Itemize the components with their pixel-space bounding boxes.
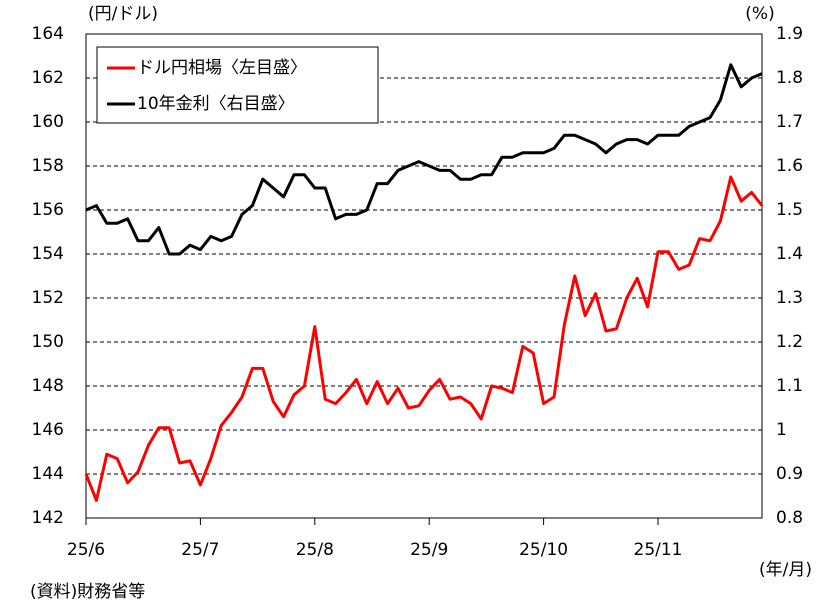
x-tick-label: 25/10 (519, 540, 568, 560)
y-tick-label: 162 (32, 68, 64, 88)
y-tick-label: 154 (32, 244, 64, 264)
y-tick-label: 150 (32, 332, 64, 352)
series-line (84, 175, 764, 502)
y-tick-label: 160 (32, 112, 64, 132)
y2-tick-label: 1 (776, 420, 787, 440)
legend-label: 10年金利〈右目盛〉 (137, 94, 295, 114)
x-tick-label: 25/6 (67, 540, 105, 560)
y-tick-label: 146 (32, 420, 64, 440)
x-tick-label: 25/9 (410, 540, 448, 560)
y2-tick-label: 1.6 (776, 156, 803, 176)
y-tick-label: 142 (32, 508, 64, 528)
y2-tick-label: 1.1 (776, 376, 803, 396)
source: (資料)財務省等 (30, 582, 145, 602)
y-tick-label: 158 (32, 156, 64, 176)
y2-tick-label: 1.4 (776, 244, 803, 264)
legend-box (96, 46, 379, 124)
y-axis-label: (円/ドル) (88, 4, 158, 24)
x-tick-label: 25/8 (296, 540, 334, 560)
x-tick-label: 25/7 (181, 540, 219, 560)
y2-tick-label: 1.8 (776, 68, 803, 88)
y-tick-label: 152 (32, 288, 64, 308)
y2-axis-label: (%) (745, 4, 774, 24)
x-axis-label: (年/月) (759, 560, 812, 580)
y2-tick-label: 1.3 (776, 288, 803, 308)
y2-tick-label: 1.2 (776, 332, 803, 352)
legend-label: ドル円相場〈左目盛〉 (137, 58, 307, 78)
y2-tick-label: 1.9 (776, 24, 803, 44)
y2-tick-label: 0.9 (776, 464, 803, 484)
plot-frame (85, 33, 763, 519)
x-tick-label: 25/11 (634, 540, 683, 560)
y-tick-label: 156 (32, 200, 64, 220)
series-line (85, 63, 763, 256)
y-tick-label: 144 (32, 464, 64, 484)
y2-tick-label: 0.8 (776, 508, 803, 528)
y2-tick-label: 1.7 (776, 112, 803, 132)
y2-tick-label: 1.5 (776, 200, 803, 220)
y-tick-label: 148 (32, 376, 64, 396)
y-tick-label: 164 (32, 24, 64, 44)
